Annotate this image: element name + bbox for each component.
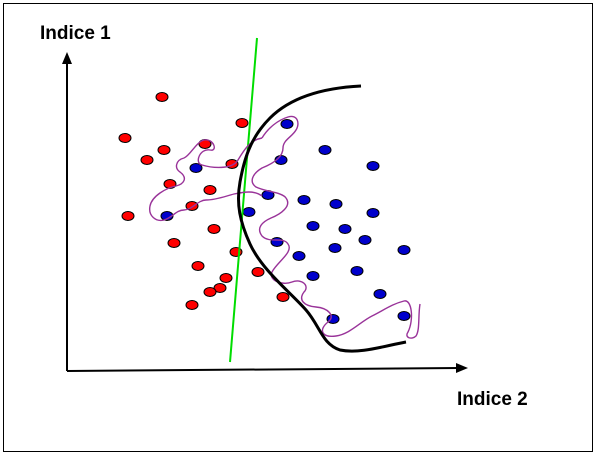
linear-boundary bbox=[229, 37, 258, 363]
class-a-point bbox=[118, 133, 132, 143]
overfit-boundary-left-lobe bbox=[149, 137, 263, 222]
class-b-point bbox=[297, 195, 311, 205]
class-b-point bbox=[326, 314, 340, 324]
class-a-point bbox=[251, 267, 265, 277]
smooth-boundary bbox=[236, 84, 407, 353]
class-b-point bbox=[373, 289, 387, 299]
class-a-point bbox=[276, 292, 290, 302]
class-b-point bbox=[160, 211, 174, 221]
class-a-point bbox=[203, 185, 217, 195]
class-b-point bbox=[270, 237, 284, 247]
class-b-point bbox=[397, 311, 411, 321]
class-a-point bbox=[140, 155, 154, 165]
class-b-point bbox=[366, 161, 380, 171]
class-b-point bbox=[328, 243, 342, 253]
class-a-point bbox=[203, 287, 217, 297]
class-b-point bbox=[306, 221, 320, 231]
class-b-point bbox=[397, 245, 411, 255]
class-a-point bbox=[185, 300, 199, 310]
y-axis-title: Indice 1 bbox=[40, 23, 111, 44]
class-a-point bbox=[167, 238, 181, 248]
class-a-point bbox=[207, 224, 221, 234]
class-b-point bbox=[366, 208, 380, 218]
class-a-point bbox=[235, 118, 249, 128]
class-b-point bbox=[306, 271, 320, 281]
diagram-frame bbox=[3, 3, 593, 452]
class-a-point bbox=[213, 283, 227, 293]
class-b-point bbox=[338, 224, 352, 234]
class-a-point bbox=[121, 211, 135, 221]
class-b-point bbox=[318, 145, 332, 155]
class-b-point bbox=[292, 251, 306, 261]
class-b-point bbox=[280, 119, 294, 129]
class-b-point bbox=[329, 199, 343, 209]
class-a-point bbox=[191, 261, 205, 271]
class-a-point bbox=[155, 92, 169, 102]
class-b-point bbox=[350, 266, 364, 276]
class-b-point bbox=[358, 235, 372, 245]
class-a-point bbox=[157, 145, 171, 155]
x-axis-arrowhead bbox=[456, 363, 468, 373]
class-b-point bbox=[242, 207, 256, 217]
class-b-point bbox=[189, 163, 203, 173]
x-axis bbox=[66, 367, 460, 372]
x-axis-title: Indice 2 bbox=[457, 389, 528, 410]
data-points bbox=[118, 92, 411, 324]
y-axis-arrowhead bbox=[62, 52, 72, 64]
class-a-point bbox=[219, 273, 233, 283]
overfit-boundary bbox=[251, 115, 421, 339]
